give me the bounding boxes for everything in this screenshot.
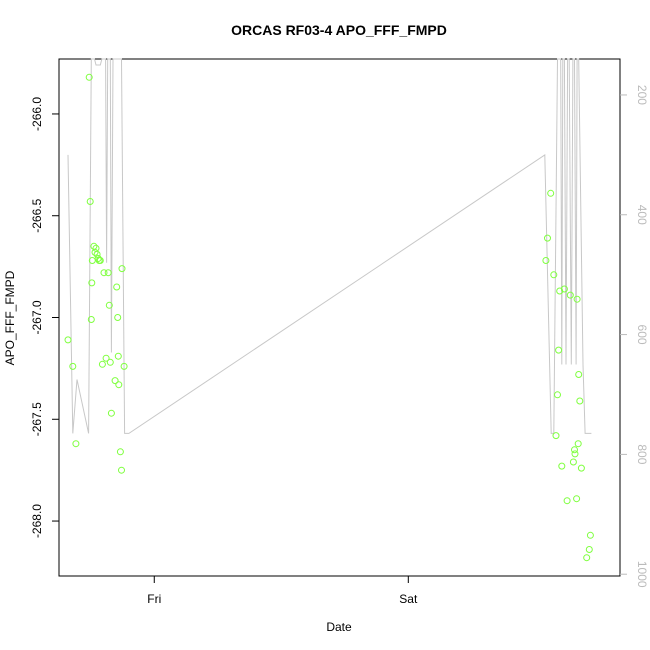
data-point — [105, 301, 113, 309]
data-point — [88, 279, 96, 287]
data-point — [550, 271, 558, 279]
data-point — [556, 287, 564, 295]
data-point — [118, 466, 125, 474]
data-point — [544, 234, 551, 242]
data-point — [560, 285, 568, 293]
data-point — [563, 497, 571, 505]
data-point — [98, 360, 106, 368]
data-point — [547, 189, 555, 197]
y-axis-left: -266.0 -266.5 -267.0 -267.5 -268.0 — [30, 97, 59, 538]
y2-tick-label: 400 — [635, 205, 649, 225]
data-point — [576, 397, 584, 405]
data-points-series — [64, 73, 594, 562]
data-point — [120, 362, 128, 370]
data-point — [114, 314, 122, 321]
data-point — [72, 440, 80, 448]
data-point — [102, 354, 110, 362]
data-point — [69, 362, 77, 370]
data-point — [100, 269, 108, 277]
data-point — [577, 464, 585, 472]
plot-frame — [58, 58, 621, 577]
y-axis-label: APO_FFF_FMPD — [3, 270, 17, 365]
y-tick-label: -266.5 — [30, 198, 44, 232]
x-axis: Fri Sat — [147, 576, 418, 606]
data-point — [542, 257, 550, 264]
data-point — [85, 73, 93, 81]
y2-tick-label: 800 — [635, 444, 649, 464]
data-point — [93, 250, 101, 258]
data-point — [573, 495, 581, 503]
y-tick-label: -267.5 — [30, 402, 44, 436]
x-axis-label: Date — [326, 620, 352, 634]
y-tick-label: -267.0 — [30, 300, 44, 334]
data-point — [116, 448, 124, 456]
data-point — [569, 458, 577, 466]
x-tick-label: Sat — [399, 592, 418, 606]
data-point — [96, 257, 104, 264]
data-point — [111, 377, 119, 385]
data-point — [64, 336, 72, 344]
data-point — [571, 446, 578, 454]
data-point — [106, 358, 114, 366]
y2-tick-label: 200 — [635, 85, 649, 105]
y2-tick-label: 1000 — [635, 561, 649, 588]
data-point — [558, 462, 566, 470]
data-point — [115, 381, 123, 389]
data-point — [87, 316, 95, 323]
chart-title: ORCAS RF03-4 APO_FFF_FMPD — [231, 22, 447, 38]
data-point — [114, 352, 122, 360]
data-point — [573, 295, 581, 303]
data-point — [118, 265, 126, 273]
data-point — [554, 391, 561, 399]
data-point — [575, 371, 583, 378]
x-tick-label: Fri — [147, 592, 161, 606]
depth-line — [67, 58, 592, 434]
data-point — [552, 432, 560, 440]
y-tick-label: -266.0 — [30, 97, 44, 131]
data-point — [583, 554, 591, 562]
data-point — [585, 546, 593, 553]
data-point — [571, 450, 579, 458]
data-point — [107, 409, 115, 417]
data-point — [104, 269, 112, 277]
data-point — [86, 198, 94, 205]
data-point — [555, 346, 563, 354]
depth-line-series — [67, 58, 592, 434]
data-point — [88, 257, 96, 264]
y-axis-right: 200 400 600 800 1000 — [620, 85, 649, 588]
data-point — [91, 248, 99, 256]
data-point — [574, 440, 582, 448]
y2-tick-label: 600 — [635, 325, 649, 345]
data-point — [586, 531, 594, 539]
data-point — [566, 291, 574, 299]
data-point — [113, 283, 121, 291]
y-tick-label: -268.0 — [30, 504, 44, 538]
